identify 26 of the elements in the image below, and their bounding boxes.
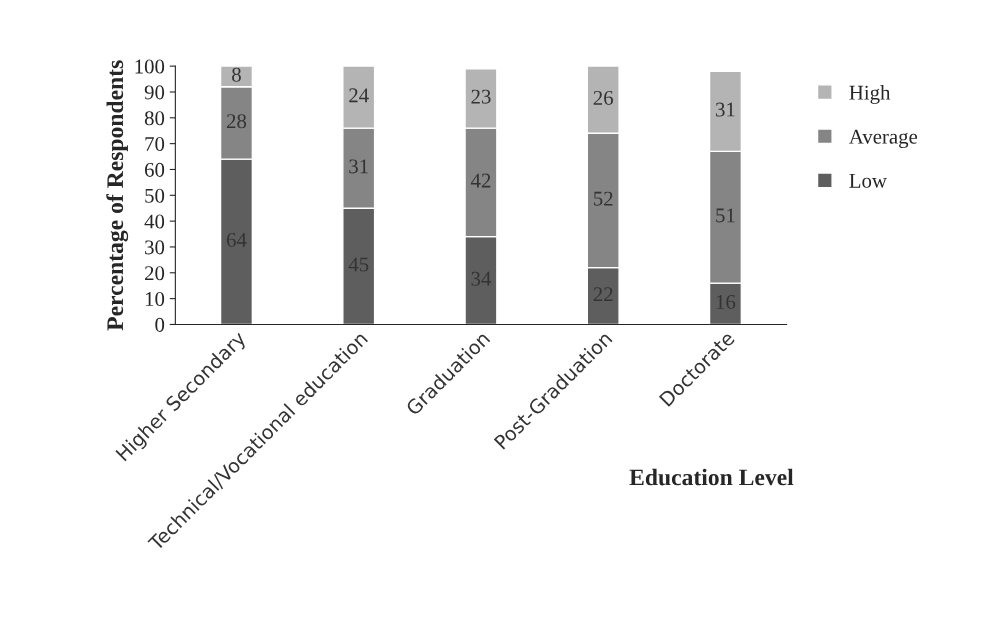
data-label: 24 (349, 88, 369, 103)
data-label: 31 (349, 159, 368, 174)
y-tick-label: 50 (145, 188, 165, 203)
legend-label: High (849, 85, 891, 104)
data-label: 51 (716, 208, 735, 223)
y-tick-label: 40 (144, 214, 165, 229)
data-label: 23 (471, 89, 491, 104)
legend-label: Average (849, 129, 918, 149)
y-tick-label: 20 (145, 266, 165, 281)
y-axis-title: Percentage of Respondents (106, 60, 129, 331)
y-tick-label: 100 (135, 59, 165, 74)
data-label: 26 (593, 90, 613, 105)
data-label: 52 (594, 191, 613, 206)
data-label: 8 (232, 67, 241, 82)
y-tick-label: 80 (144, 111, 165, 126)
data-label: 28 (226, 114, 247, 129)
x-axis-title: Education Level (629, 468, 794, 486)
y-tick-label: 30 (145, 240, 165, 255)
y-tick-label: 90 (144, 85, 165, 100)
y-tick-label: 70 (145, 137, 165, 152)
data-label: 42 (470, 173, 491, 188)
y-tick-label: 10 (145, 291, 165, 307)
y-tick-label: 60 (145, 162, 165, 177)
data-label: 31 (716, 102, 735, 117)
legend-label: Low (849, 173, 887, 188)
y-tick-label: 0 (155, 317, 165, 332)
